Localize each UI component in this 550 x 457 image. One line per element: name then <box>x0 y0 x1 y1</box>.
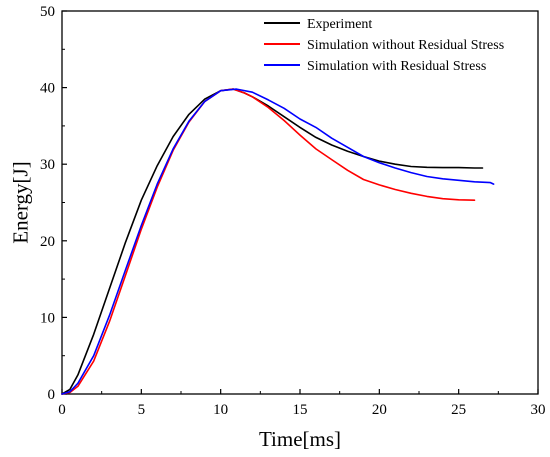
y-tick-label: 20 <box>40 234 55 250</box>
legend-label: Simulation with Residual Stress <box>307 59 486 74</box>
legend: Experiment Simulation without Residual St… <box>264 17 504 74</box>
x-tick-label: 20 <box>372 402 387 418</box>
axis-ticks: 0 5 10 15 20 25 30 0 10 20 30 40 50 <box>40 4 546 418</box>
y-axis-title: Energy[J] <box>8 161 32 243</box>
x-tick-label: 10 <box>213 402 228 418</box>
series-line <box>61 88 484 395</box>
x-tick-label: 25 <box>451 402 466 418</box>
y-tick-label: 10 <box>40 310 55 326</box>
series-layer <box>61 88 495 395</box>
x-tick-label: 15 <box>293 402 308 418</box>
y-tick-label: 50 <box>40 4 55 20</box>
series-line <box>61 88 495 395</box>
y-tick-label: 40 <box>40 81 55 97</box>
x-axis-title: Time[ms] <box>259 427 341 451</box>
y-tick-label: 0 <box>48 387 56 403</box>
x-tick-label: 30 <box>531 402 546 418</box>
legend-label: Simulation without Residual Stress <box>307 38 504 53</box>
y-tick-label: 30 <box>40 157 55 173</box>
x-tick-label: 0 <box>58 402 66 418</box>
x-tick-label: 5 <box>138 402 146 418</box>
legend-label: Experiment <box>307 17 372 32</box>
series-line <box>61 88 476 395</box>
